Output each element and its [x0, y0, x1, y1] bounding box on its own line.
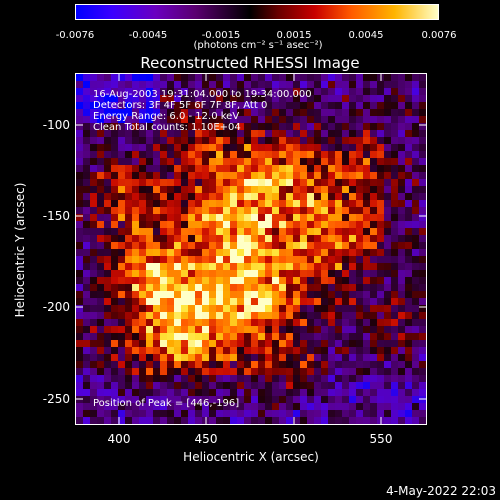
colorbar-tick: 0.0015 [276, 30, 312, 41]
y-tick-label: -250 [42, 392, 70, 406]
x-tick-label: 400 [107, 432, 131, 446]
info-peak-position: Position of Peak = [446,-196] [93, 398, 240, 409]
colorbar-tick: 0.0076 [421, 30, 457, 41]
image-plot [75, 73, 427, 425]
info-counts: Clean Total counts: 1.10E+04 [93, 122, 241, 133]
x-tick-label: 500 [282, 432, 306, 446]
info-energy-range: Energy Range: 6.0 - 12.0 keV [93, 111, 240, 122]
y-tick-label: -200 [42, 300, 70, 314]
y-tick-label: -150 [42, 209, 70, 223]
heatmap-image [76, 74, 426, 424]
x-axis-label: Heliocentric X (arcsec) [183, 450, 319, 464]
info-time-range: 16-Aug-2003 19:31:04.000 to 19:34:00.000 [93, 89, 312, 100]
colorbar-tick: -0.0015 [201, 30, 241, 41]
info-detectors: Detectors: 3F 4F 5F 6F 7F 8F, Att 0 [93, 100, 268, 111]
colorbar-units: (photons cm⁻² s⁻¹ asec⁻²) [193, 40, 323, 51]
x-tick-label: 450 [194, 432, 218, 446]
y-tick-label: -100 [42, 118, 70, 132]
colorbar-tick: -0.0076 [55, 30, 95, 41]
x-tick-label: 550 [369, 432, 393, 446]
y-axis-label: Heliocentric Y (arcsec) [13, 182, 27, 318]
colorbar [75, 4, 439, 20]
plot-title: Reconstructed RHESSI Image [140, 54, 360, 72]
colorbar-tick: -0.0045 [128, 30, 168, 41]
footer-timestamp: 4-May-2022 22:03 [386, 484, 496, 498]
colorbar-tick: 0.0045 [348, 30, 384, 41]
